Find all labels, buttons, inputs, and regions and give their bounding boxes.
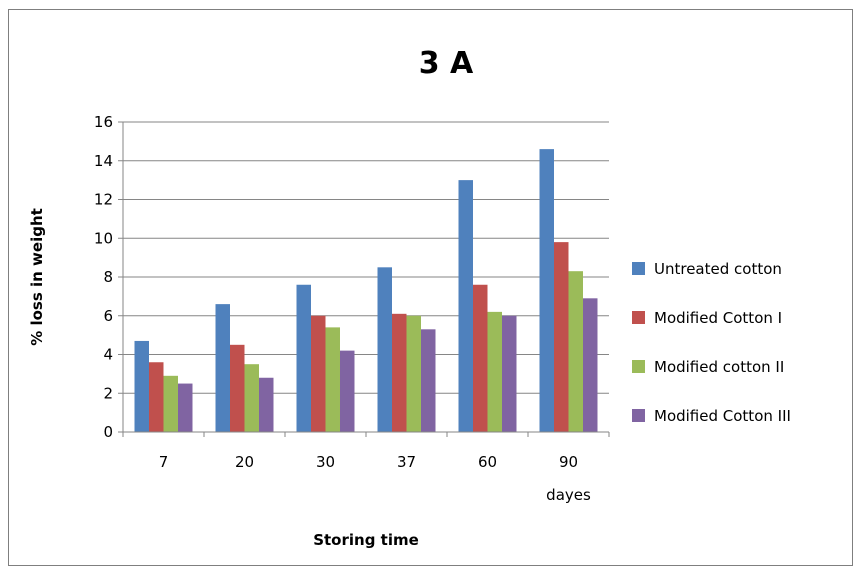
bar <box>487 311 502 432</box>
y-tick-label: 14 <box>94 152 113 170</box>
bars <box>134 149 598 432</box>
bar <box>539 149 554 432</box>
bar <box>230 344 245 432</box>
x-axis-title: Storing time <box>313 531 419 549</box>
legend-label: Modified Cotton I <box>654 309 782 327</box>
bar <box>178 383 193 432</box>
legend-label: Modified cotton II <box>654 358 784 376</box>
x-tick-label: 7 <box>159 453 169 471</box>
y-axis-ticks: 0 2 4 6 8 10 12 14 16 <box>94 113 123 441</box>
bar <box>259 377 274 432</box>
x-axis-ticks: 7 20 30 37 60 90 <box>122 432 610 471</box>
bar <box>583 298 598 432</box>
legend: Untreated cotton Modified Cotton I Modifie… <box>632 260 791 425</box>
legend-swatch <box>632 311 645 324</box>
legend-label: Modified Cotton III <box>654 407 791 425</box>
gridlines <box>123 121 609 394</box>
bar <box>421 329 436 432</box>
bar <box>325 327 340 432</box>
legend-swatch <box>632 360 645 373</box>
bar <box>311 315 326 432</box>
y-tick-label: 16 <box>94 113 113 131</box>
chart-title: 3 A <box>419 46 474 81</box>
bar <box>215 304 230 432</box>
chart-frame <box>8 9 853 566</box>
x-axis-unit-label: dayes <box>546 486 591 504</box>
x-tick-label: 37 <box>397 453 416 471</box>
bar <box>406 315 421 432</box>
y-tick-label: 12 <box>94 191 113 209</box>
legend-swatch <box>632 262 645 275</box>
bar <box>149 362 164 432</box>
x-tick-label: 20 <box>235 453 254 471</box>
bar <box>340 350 355 432</box>
x-tick-label: 60 <box>478 453 497 471</box>
x-tick-label: 30 <box>316 453 335 471</box>
y-tick-label: 4 <box>103 346 113 364</box>
y-tick-label: 0 <box>103 423 113 441</box>
bar <box>502 315 517 432</box>
y-tick-label: 2 <box>103 384 113 402</box>
legend-swatch <box>632 409 645 422</box>
bar <box>296 284 311 432</box>
bar <box>568 271 583 432</box>
y-tick-label: 10 <box>94 229 113 247</box>
bar <box>392 313 407 432</box>
x-tick-label: 90 <box>559 453 578 471</box>
bar <box>244 364 259 432</box>
bar <box>554 242 569 432</box>
legend-label: Untreated cotton <box>654 260 782 278</box>
bar <box>134 340 149 432</box>
y-tick-label: 6 <box>103 307 113 325</box>
bar <box>458 180 473 432</box>
y-axis-title: % loss in weight <box>28 208 46 346</box>
bar <box>473 284 488 432</box>
bar <box>377 267 392 432</box>
bar <box>163 375 178 432</box>
y-tick-label: 8 <box>103 268 113 286</box>
